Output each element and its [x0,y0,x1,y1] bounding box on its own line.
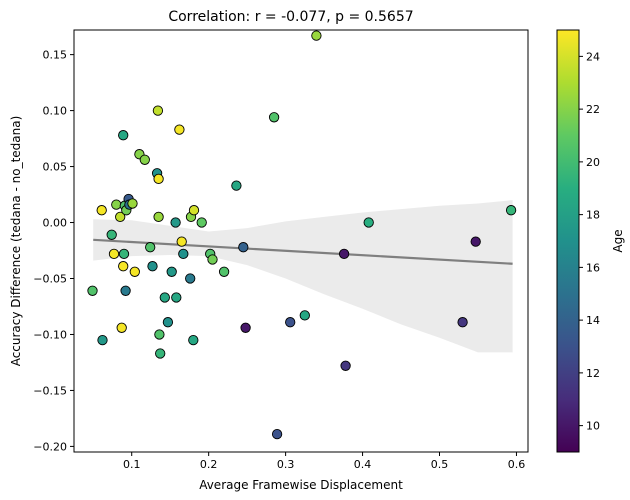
data-point-29 [159,292,170,303]
data-point-13 [120,285,131,296]
colorbar-tick-label-4: 16 [586,261,600,274]
data-point-21 [145,242,156,253]
data-point-2 [96,205,107,216]
data-point-50 [285,317,296,328]
x-tick-label-1: 0.1 [123,458,141,471]
chart-title: Correlation: r = -0.077, p = 0.5657 [168,9,413,25]
data-point-26 [153,211,164,223]
scatter-points [87,30,517,440]
data-point-10 [118,130,129,141]
data-point-51 [299,310,310,321]
data-point-4 [106,229,117,240]
y-tick-label-7: 0.10 [43,105,68,118]
data-point-35 [176,236,187,247]
data-point-41 [196,217,207,228]
y-axis-ticks: −0.20 −0.15 −0.10 −0.05 0.00 0.05 0.10 0.15 [33,49,74,453]
data-point-57 [470,236,481,247]
data-point-54 [340,360,351,371]
colorbar-tick-label-2: 12 [586,367,600,380]
y-tick-label-4: −0.05 [33,272,67,285]
data-point-37 [185,273,196,284]
data-point-36 [178,248,189,260]
y-tick-label-2: −0.15 [33,384,67,397]
y-tick-label-8: 0.15 [43,49,68,62]
data-point-25 [153,173,164,185]
colorbar-tick-label-7: 22 [586,103,600,116]
data-point-24 [152,105,164,116]
x-tick-label-2: 0.2 [200,458,218,471]
y-tick-label-1: −0.20 [33,440,67,453]
data-point-40 [188,205,200,216]
x-tick-label-6: 0.6 [508,458,526,471]
y-axis-label: Accuracy Difference (tedana - no_tedana) [9,116,23,367]
colorbar-tick-label-3: 14 [586,314,600,327]
data-point-43 [207,254,218,265]
plot-area [87,30,517,440]
data-point-56 [457,317,468,328]
data-point-6 [111,199,122,210]
x-axis-label: Average Framewise Displacement [199,478,403,492]
y-tick-label-3: −0.10 [33,328,67,341]
data-point-27 [154,329,165,340]
data-point-8 [116,322,127,333]
colorbar-tick-label-8: 24 [586,50,600,63]
data-point-11 [118,248,130,260]
data-point-30 [162,317,174,328]
colorbar-tick-label-6: 20 [586,156,600,169]
data-point-22 [147,261,158,272]
data-point-7 [115,211,126,223]
data-point-44 [218,266,230,277]
data-point-34 [174,124,185,135]
data-point-39 [188,334,199,346]
data-point-45 [231,180,242,191]
data-point-28 [155,348,166,359]
colorbar [556,29,580,453]
data-point-49 [271,428,283,440]
colorbar-tick-label-5: 18 [586,209,600,222]
x-tick-label-4: 0.4 [354,458,372,471]
data-point-46 [238,242,249,253]
colorbar-label: Age [611,229,625,252]
data-point-47 [240,322,251,333]
data-point-48 [268,112,280,123]
data-point-33 [171,292,182,303]
data-point-55 [363,217,374,228]
y-tick-label-6: 0.05 [43,161,68,174]
data-point-58 [505,205,517,216]
data-point-18 [129,266,140,277]
data-point-32 [170,217,181,228]
data-point-52 [311,30,322,41]
data-point-1 [87,285,98,296]
data-point-31 [166,266,177,277]
data-point-5 [108,248,120,260]
data-point-17 [127,198,138,209]
data-point-3 [97,334,108,346]
plot-frame [73,29,529,453]
y-tick-label-5: 0.00 [43,217,68,230]
colorbar-ticks: 10 12 14 16 18 20 22 24 [579,50,600,433]
x-axis-ticks: 0.1 0.2 0.3 0.4 0.5 0.6 [123,452,525,471]
x-tick-label-3: 0.3 [277,458,295,471]
confidence-band [93,200,513,353]
data-point-20 [139,154,150,165]
colorbar-tick-label-1: 10 [586,420,600,433]
data-point-9 [118,261,129,272]
x-tick-label-5: 0.5 [431,458,449,471]
data-point-53 [338,248,350,260]
regression-line [93,238,513,265]
